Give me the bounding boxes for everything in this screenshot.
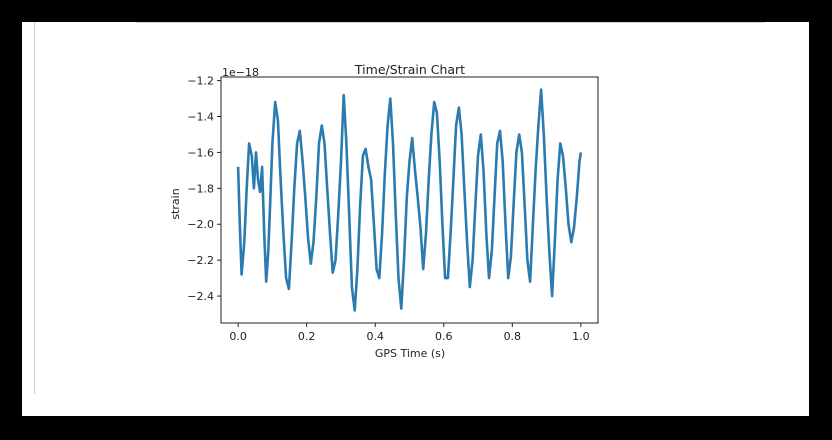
- strain-series-line: [236, 88, 583, 312]
- axis-ticks: 0.0 0.2 0.4 0.6 0.8 1.0 −1.2 −1.4 −1.6 −1.8 −2.0 −2…: [187, 75, 589, 343]
- left-divider: [34, 22, 35, 394]
- x-tick-label: 0.2: [298, 330, 316, 343]
- y-tick-label: −1.2: [187, 75, 214, 88]
- x-tick-label: 0.6: [435, 330, 453, 343]
- plot-frame: [220, 76, 599, 324]
- y-tick-label: −2.0: [187, 218, 214, 231]
- x-tick-label: 0.0: [229, 330, 247, 343]
- x-axis-label: GPS Time (s): [375, 347, 445, 360]
- x-tick-label: 0.8: [504, 330, 522, 343]
- y-tick-label: −1.8: [187, 182, 214, 195]
- screenshot-frame: [22, 22, 809, 416]
- series-group: [236, 88, 583, 312]
- y-tick-label: −1.6: [187, 146, 214, 159]
- y-axis-label: strain: [169, 188, 182, 219]
- y-tick-label: −2.4: [187, 290, 214, 303]
- y-tick-label: −1.4: [187, 111, 214, 124]
- x-tick-label: 0.4: [366, 330, 384, 343]
- top-divider: [136, 22, 765, 23]
- x-tick-label: 1.0: [572, 330, 590, 343]
- chart-title: Time/Strain Chart: [354, 62, 465, 77]
- y-tick-label: −2.2: [187, 254, 214, 267]
- y-offset-label: 1e−18: [222, 66, 259, 79]
